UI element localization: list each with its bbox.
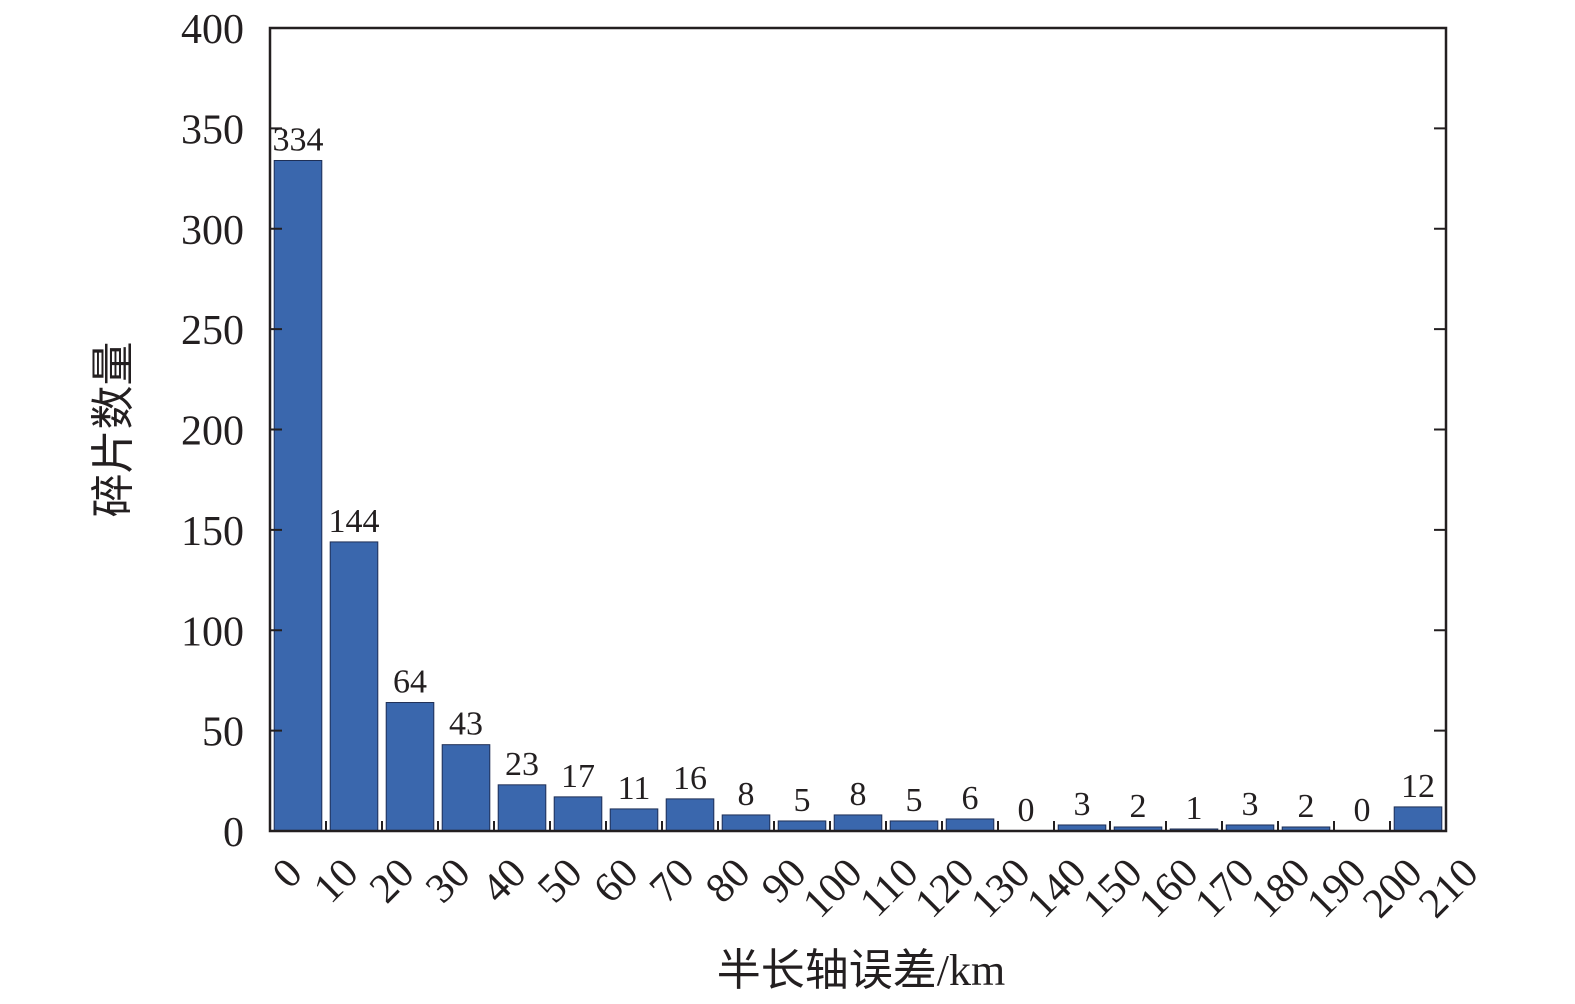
bar-value-label: 12 [1401,768,1435,805]
x-tick-label: 70 [641,850,703,912]
bar-value-label: 0 [1018,792,1035,829]
bar-value-label: 43 [449,706,483,743]
y-axis-title: 碎片数量 [89,342,138,518]
y-tick-label: 250 [181,308,244,354]
x-axis-ticks: 0102030405060708090100110120130140150160… [264,821,1487,927]
bar-value-label: 64 [393,664,427,701]
bar-value-label: 11 [618,770,651,807]
bar-value-label: 334 [273,121,324,158]
bar [833,814,883,832]
bar-value-label: 5 [906,782,923,819]
y-tick-label: 350 [181,107,244,153]
x-tick-label: 40 [473,850,535,912]
bar-value-label: 1 [1186,790,1203,827]
bar-value-label: 2 [1298,788,1315,825]
plot-frame [268,26,1448,833]
x-axis-title: 半长轴误差/km [717,946,1005,995]
bar-value-label: 5 [794,782,811,819]
bar [945,818,995,832]
y-tick-label: 100 [181,609,244,655]
bar-value-label: 8 [738,776,755,813]
y-tick-label: 200 [181,409,244,455]
bar [609,808,659,832]
bar-value-label: 8 [850,776,867,813]
x-tick-label: 50 [529,850,591,912]
bar [385,702,435,832]
bar-value-label: 3 [1074,786,1091,823]
bar-value-label: 144 [329,503,380,540]
bar-value-label: 0 [1354,792,1371,829]
bar-value-label: 23 [505,746,539,783]
bar [721,814,771,832]
bar [273,159,323,832]
x-tick-label: 30 [417,850,479,912]
bar-value-label: 6 [962,780,979,817]
x-tick-label: 10 [305,850,367,912]
bar [329,541,379,832]
bar-value-label: 17 [561,758,595,795]
bars-layer [273,159,1443,832]
bar-value-labels: 334 144 64 43 23 17 11 16 8 5 8 5 6 0 3 2 1 3 2 0 12 [273,121,1436,829]
bar [1393,806,1443,832]
y-tick-label: 50 [202,710,244,756]
x-tick-label: 60 [585,850,647,912]
bar [441,744,491,832]
bar [665,798,715,832]
x-tick-label: 210 [1410,850,1487,927]
y-tick-label: 150 [181,509,244,555]
bar-value-label: 3 [1242,786,1259,823]
x-tick-label: 0 [264,850,311,897]
bar-value-label: 16 [673,760,707,797]
y-tick-label: 300 [181,208,244,254]
x-tick-label: 80 [697,850,759,912]
x-tick-label: 20 [361,850,423,912]
y-tick-label: 0 [223,810,244,856]
bar [553,796,603,832]
bar [777,820,827,832]
y-tick-label: 400 [181,7,244,53]
bar [889,820,939,832]
bar [497,784,547,832]
bar-value-label: 2 [1130,788,1147,825]
